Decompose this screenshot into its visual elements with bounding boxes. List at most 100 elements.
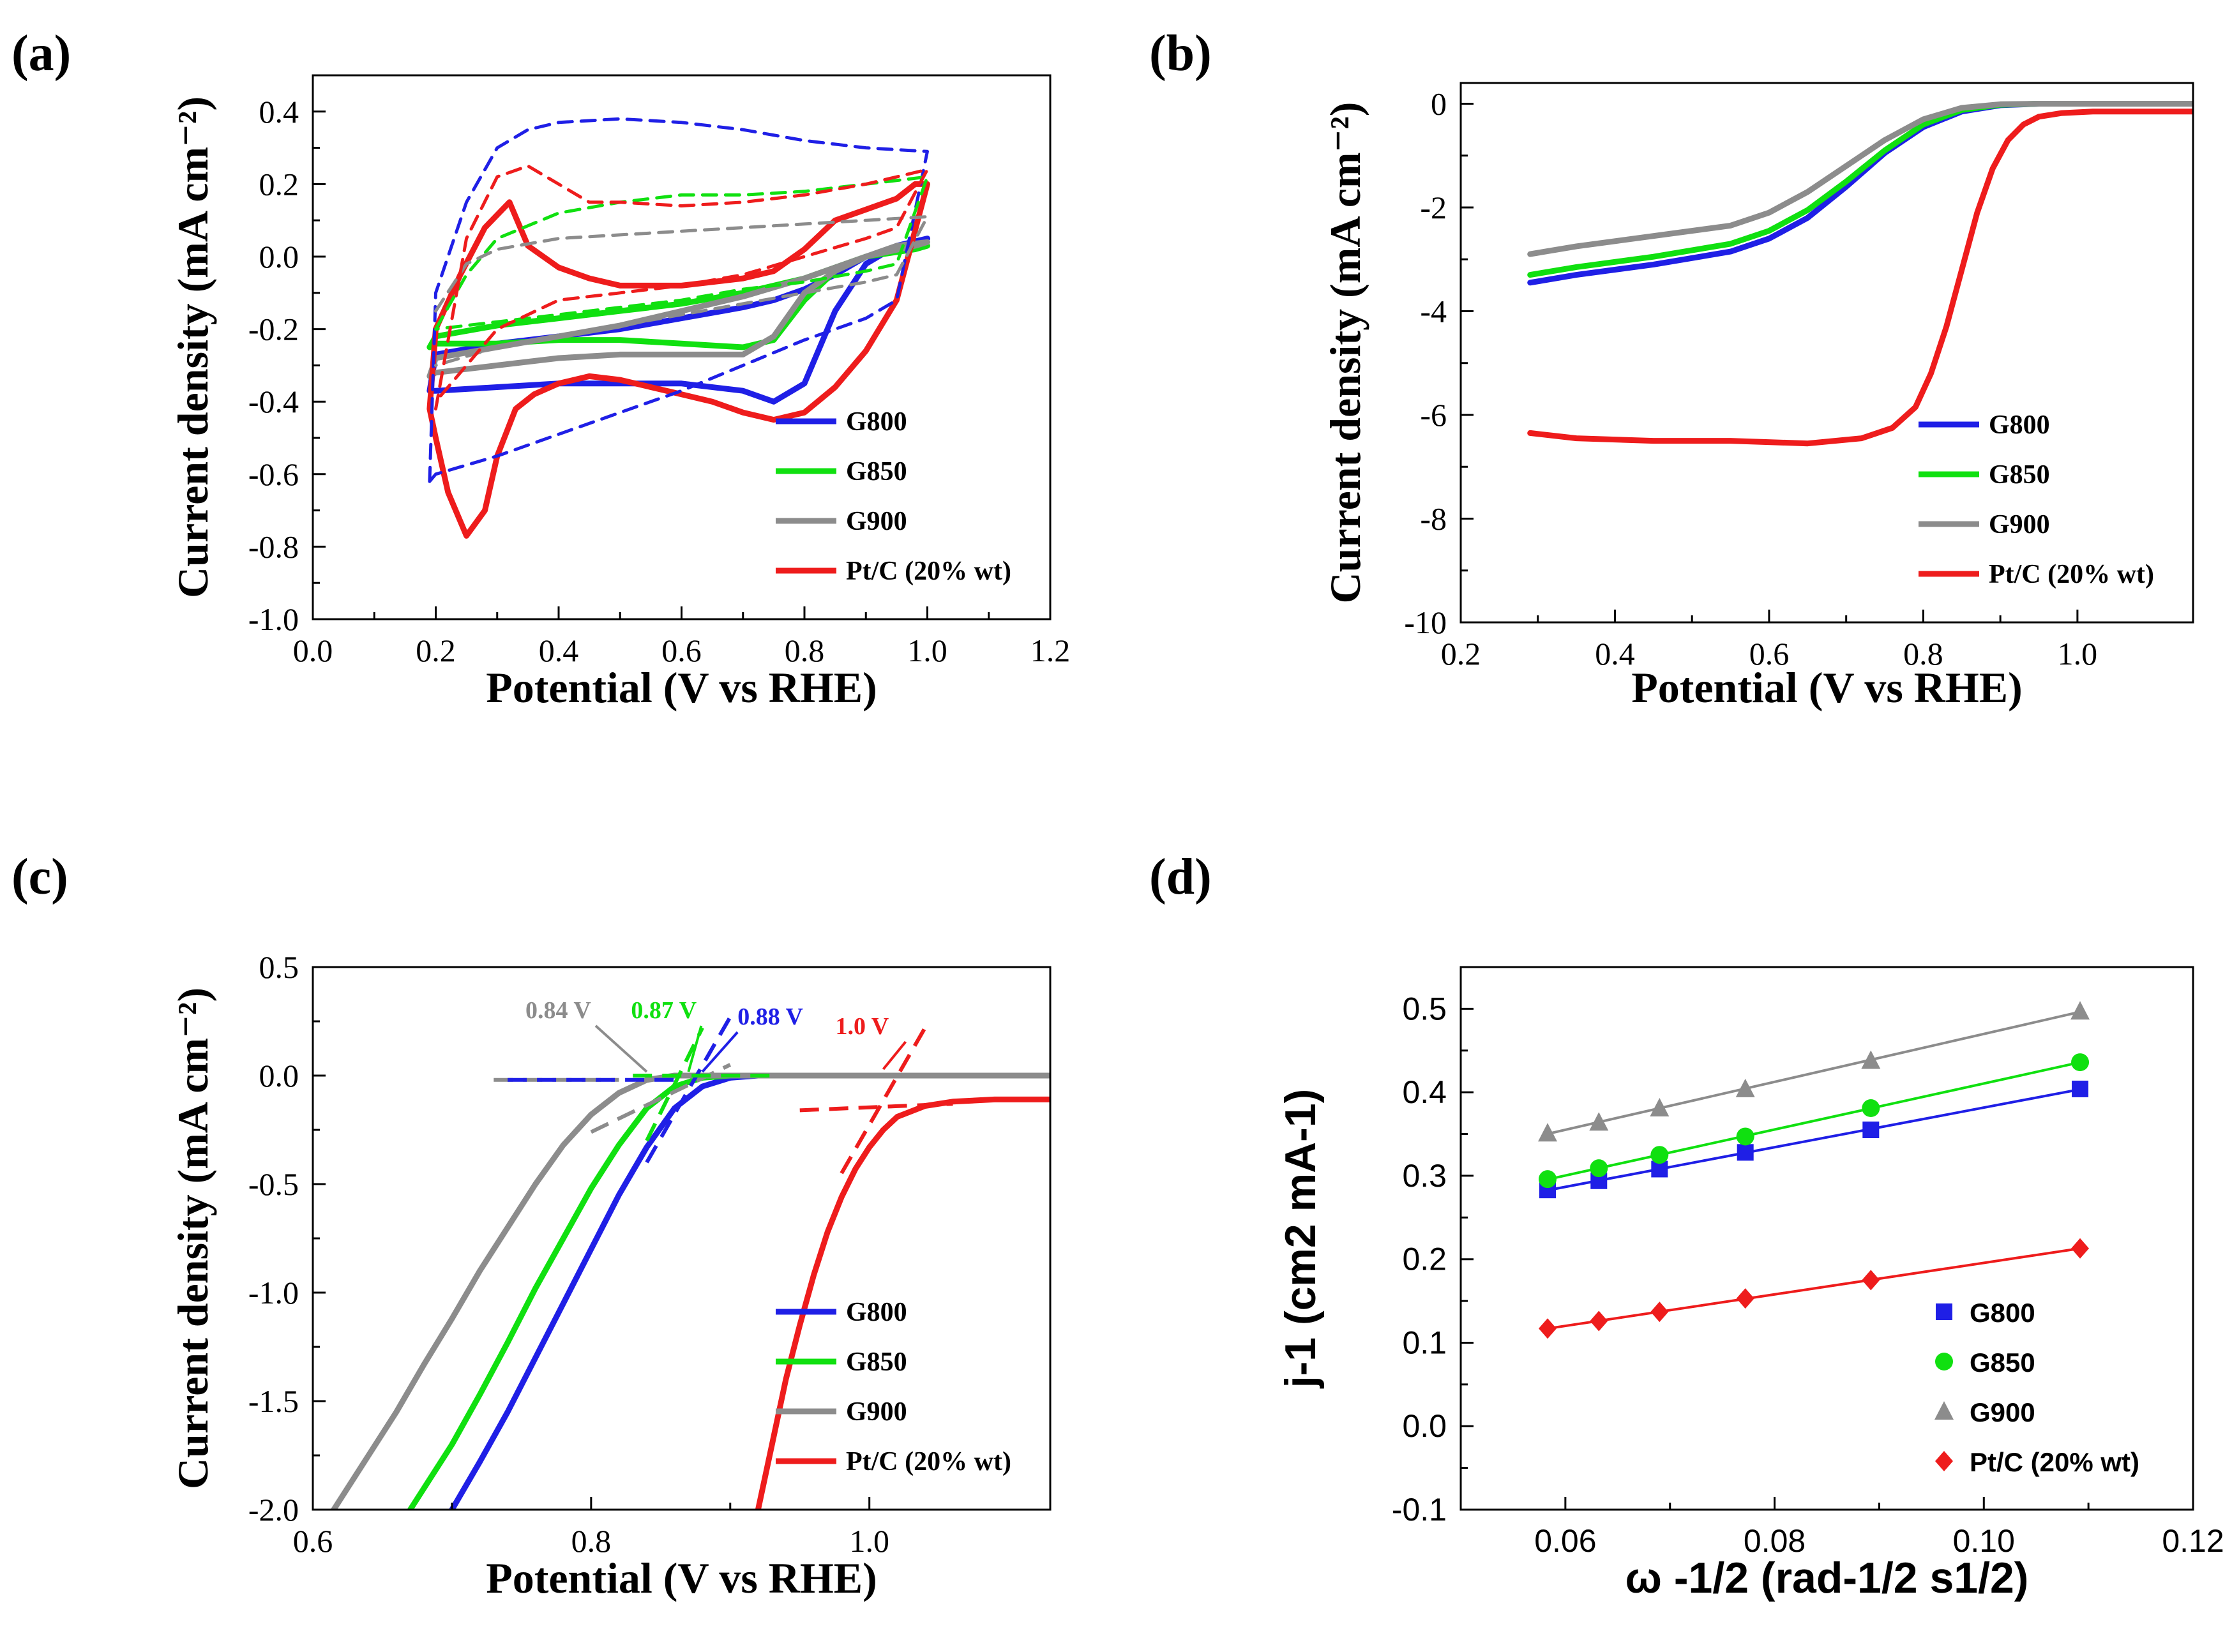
y-tick-label: -10: [1404, 604, 1447, 640]
y-tick-label: 0.5: [259, 949, 299, 985]
y-tick-label: -0.6: [248, 456, 299, 492]
panel-label: (b): [1149, 26, 1212, 82]
legend-label: G800: [1970, 1298, 2035, 1328]
fit-line-g900: [1547, 1010, 2081, 1136]
tangent-line: [799, 1102, 953, 1113]
legend-label: G850: [1989, 460, 2050, 490]
x-tick-label: 0.4: [539, 633, 579, 668]
panel-label: (d): [1149, 849, 1212, 905]
x-tick-label: 0.8: [785, 633, 825, 668]
annotation-label: 0.84 V: [525, 997, 591, 1024]
y-tick-label: -0.1: [1392, 1492, 1447, 1528]
x-axis-title: Potential (V vs RHE): [486, 1554, 877, 1602]
x-tick-label: 0.2: [416, 633, 456, 668]
annotation-label: 1.0 V: [835, 1013, 889, 1040]
panel-b: (b) 0.2 0.4 0.6 0.8 1.0 -10 -8 -6 -4 -2 0 Potential …: [1149, 26, 2194, 712]
x-tick-label: 0.4: [1595, 636, 1635, 672]
y-tick-label: -6: [1420, 397, 1447, 433]
series-g850-n2--dashed: [434, 175, 929, 331]
legend-label: Pt/C (20% wt): [846, 1447, 1011, 1476]
x-tick-label: 0.0: [293, 633, 333, 668]
plot-area: [426, 117, 930, 539]
plot-frame: [312, 74, 1052, 620]
data-point-g800: [1862, 1122, 1880, 1138]
annotation-arrow: [687, 1025, 703, 1072]
series-g800-line: [426, 236, 930, 405]
series-g900-line: [1527, 101, 2193, 257]
y-tick-label: 0.0: [259, 239, 299, 274]
x-tick-label: 0.08: [1744, 1523, 1806, 1559]
x-axis-title: Potential (V vs RHE): [486, 663, 877, 712]
tangent-line: [840, 1026, 927, 1175]
legend-marker: [1935, 1353, 1953, 1370]
series-pt-c-n2--dashed: [434, 164, 929, 411]
fit-line-ptc: [1547, 1247, 2081, 1330]
plot-frame: [312, 966, 1052, 1511]
panel-label: (a): [11, 26, 71, 82]
data-point-g900: [1735, 1078, 1755, 1097]
y-axis-title: j-1 (cm2 mA-1): [1276, 1089, 1325, 1390]
y-tick-label: -0.4: [248, 384, 299, 419]
y-tick-label: -2.0: [248, 1492, 299, 1528]
y-tick-label: 0.3: [1402, 1158, 1447, 1194]
x-tick-label: 0.6: [1749, 636, 1790, 672]
y-tick-label: -4: [1420, 294, 1447, 329]
data-point-g800: [1737, 1144, 1754, 1161]
annotation-arrow: [701, 1031, 739, 1073]
data-point-g850: [1590, 1159, 1608, 1178]
legend-marker: [1934, 1401, 1954, 1420]
y-axis-title: Current density (mA cm⁻²): [169, 987, 217, 1489]
x-tick-label: 1.0: [849, 1523, 889, 1559]
data-point-g900: [1589, 1112, 1609, 1131]
annotation-label: 0.87 V: [631, 997, 697, 1024]
legend-label: Pt/C (20% wt): [1989, 560, 2154, 589]
data-point-g850: [1539, 1170, 1557, 1189]
x-tick-label: 0.2: [1441, 636, 1481, 672]
legend-label: G850: [1970, 1348, 2035, 1378]
y-tick-label: -1.0: [248, 1275, 299, 1310]
annotation-arrow: [594, 1025, 648, 1073]
y-axis-title: Current density (mA cm⁻²): [1321, 102, 1369, 604]
legend-marker: [1936, 1303, 1952, 1320]
x-tick-label: 0.8: [1903, 636, 1943, 672]
annotation-arrow: [882, 1040, 907, 1070]
legend-label: G900: [1970, 1397, 2035, 1427]
legend-label: G900: [846, 507, 907, 536]
y-tick-label: 0.5: [1402, 991, 1447, 1026]
y-tick-label: 0.4: [1402, 1074, 1447, 1110]
x-tick-label: 0.6: [661, 633, 702, 668]
y-tick-label: 0.2: [259, 166, 299, 202]
tangent-line: [645, 1026, 704, 1142]
y-tick-label: 0: [1431, 86, 1447, 122]
data-point-g900: [1861, 1050, 1881, 1069]
data-point-g850: [1650, 1146, 1669, 1164]
data-point-g900: [1650, 1098, 1670, 1116]
y-tick-label: -0.2: [248, 312, 299, 347]
y-tick-label: -0.5: [248, 1166, 299, 1202]
x-tick-label: 1.2: [1030, 633, 1071, 668]
data-point-g900: [2070, 1001, 2090, 1020]
tangent-line: [645, 1016, 732, 1164]
data-point-g850: [1862, 1099, 1880, 1117]
series-pt-c-20-wt--line: [426, 181, 930, 539]
y-tick-label: 0.4: [259, 94, 299, 130]
data-point-ptc: [2071, 1238, 2090, 1259]
x-axis-title: Potential (V vs RHE): [1631, 663, 2023, 712]
x-tick-label: 0.6: [293, 1523, 333, 1559]
x-tick-label: 1.0: [2058, 636, 2098, 672]
legend-label: G800: [846, 1298, 907, 1327]
data-point-g850: [2071, 1053, 2090, 1072]
legend-label: Pt/C (20% wt): [846, 557, 1011, 586]
plot-area: [331, 1016, 1050, 1510]
legend-label: G900: [1989, 510, 2050, 539]
x-tick-label: 0.12: [2162, 1523, 2224, 1559]
data-point-g800: [2072, 1080, 2089, 1097]
x-tick-label: 0.10: [1953, 1523, 2015, 1559]
legend-label: G850: [846, 1348, 907, 1377]
series-g900-line: [331, 1072, 1050, 1510]
plot-area: [1538, 1001, 2090, 1339]
y-tick-label: 0.2: [1402, 1242, 1447, 1277]
panel-c: (c) 0.6 0.8 1.0 -2.0 -1.5 -1.0 -0.5 0.0 0.5 Potent…: [11, 849, 1052, 1602]
panel-d: (d) 0.06 0.08 0.10 0.12 -0.1 0.0 0.1 0.2 0.3 0.4 0.…: [1149, 849, 2224, 1602]
